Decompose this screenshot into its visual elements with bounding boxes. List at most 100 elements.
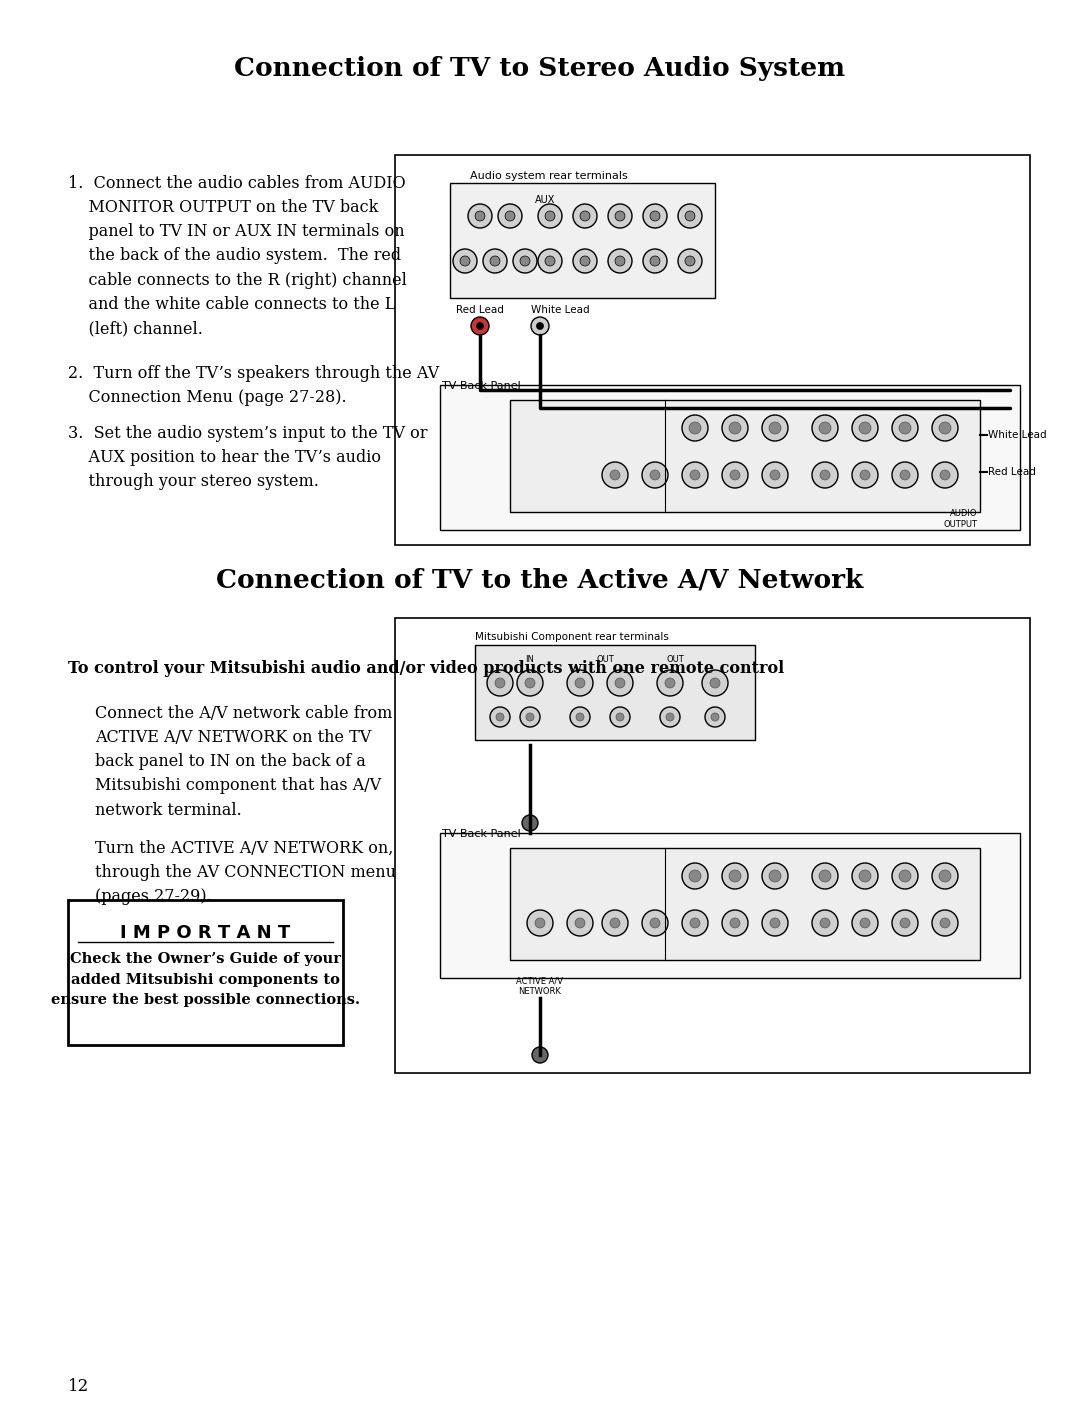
Circle shape (860, 470, 870, 480)
Bar (440, 833, 1020, 978)
Circle shape (453, 248, 477, 274)
Circle shape (730, 918, 740, 927)
Circle shape (490, 255, 500, 267)
Circle shape (711, 713, 719, 721)
Circle shape (900, 470, 910, 480)
Circle shape (852, 462, 878, 488)
Circle shape (689, 422, 701, 434)
Circle shape (608, 203, 632, 229)
Text: 2.  Turn off the TV’s speakers through the AV
    Connection Menu (page 27-28).: 2. Turn off the TV’s speakers through th… (68, 365, 440, 405)
Circle shape (570, 707, 590, 727)
Circle shape (575, 678, 585, 687)
Circle shape (940, 470, 950, 480)
Circle shape (475, 210, 485, 222)
Circle shape (602, 911, 627, 936)
Circle shape (685, 210, 696, 222)
Circle shape (860, 918, 870, 927)
Circle shape (770, 918, 780, 927)
Circle shape (567, 911, 593, 936)
Circle shape (615, 678, 625, 687)
Circle shape (490, 707, 510, 727)
Circle shape (678, 248, 702, 274)
Text: OUT: OUT (666, 655, 684, 664)
Text: ACTIVE A/V
NETWORK: ACTIVE A/V NETWORK (516, 976, 564, 996)
Circle shape (468, 203, 492, 229)
Circle shape (932, 462, 958, 488)
Circle shape (496, 713, 504, 721)
Circle shape (689, 870, 701, 882)
Circle shape (487, 671, 513, 696)
Circle shape (852, 863, 878, 890)
Circle shape (852, 911, 878, 936)
Circle shape (702, 671, 728, 696)
Circle shape (770, 470, 780, 480)
Text: TV Back Panel: TV Back Panel (442, 829, 521, 839)
Bar (68, 899, 343, 1045)
Circle shape (681, 462, 708, 488)
Circle shape (616, 713, 624, 721)
Circle shape (505, 210, 515, 222)
Circle shape (535, 918, 545, 927)
Circle shape (932, 911, 958, 936)
Circle shape (723, 462, 748, 488)
Circle shape (932, 415, 958, 441)
Text: AUDIO
OUTPUT: AUDIO OUTPUT (943, 509, 977, 529)
Circle shape (495, 678, 505, 687)
Bar (475, 645, 755, 739)
Circle shape (608, 248, 632, 274)
Circle shape (580, 255, 590, 267)
Bar (450, 182, 715, 297)
Circle shape (642, 462, 669, 488)
Circle shape (820, 918, 831, 927)
Bar (440, 384, 1020, 530)
Circle shape (657, 671, 683, 696)
Circle shape (575, 918, 585, 927)
Circle shape (471, 317, 489, 335)
Circle shape (567, 671, 593, 696)
Text: Connection of TV to the Active A/V Network: Connection of TV to the Active A/V Netwo… (216, 567, 864, 592)
Circle shape (576, 713, 584, 721)
Circle shape (573, 203, 597, 229)
Circle shape (729, 870, 741, 882)
Text: 12: 12 (68, 1378, 90, 1395)
Circle shape (932, 863, 958, 890)
Bar (395, 617, 1030, 1073)
Text: White Lead: White Lead (988, 429, 1047, 441)
Circle shape (580, 210, 590, 222)
Circle shape (650, 210, 660, 222)
Circle shape (729, 422, 741, 434)
Circle shape (762, 415, 788, 441)
Circle shape (723, 863, 748, 890)
Text: Red Lead: Red Lead (988, 467, 1036, 477)
Circle shape (690, 918, 700, 927)
Circle shape (602, 462, 627, 488)
Circle shape (859, 870, 870, 882)
Bar (510, 400, 980, 512)
Circle shape (650, 918, 660, 927)
Circle shape (852, 415, 878, 441)
Circle shape (517, 671, 543, 696)
Circle shape (650, 470, 660, 480)
Bar (510, 847, 980, 960)
Circle shape (615, 210, 625, 222)
Text: Red Lead: Red Lead (456, 304, 504, 316)
Circle shape (762, 863, 788, 890)
Circle shape (681, 911, 708, 936)
Text: Audio system rear terminals: Audio system rear terminals (470, 171, 627, 181)
Text: OUT: OUT (596, 655, 613, 664)
Circle shape (532, 1047, 548, 1063)
Circle shape (476, 323, 484, 330)
Circle shape (812, 911, 838, 936)
Circle shape (642, 911, 669, 936)
Circle shape (820, 470, 831, 480)
Circle shape (519, 255, 530, 267)
Text: Connect the A/V network cable from
ACTIVE A/V NETWORK on the TV
back panel to IN: Connect the A/V network cable from ACTIV… (95, 704, 392, 818)
Circle shape (819, 870, 831, 882)
Circle shape (513, 248, 537, 274)
Text: Check the Owner’s Guide of your
added Mitsubishi components to
ensure the best p: Check the Owner’s Guide of your added Mi… (51, 953, 360, 1007)
Circle shape (892, 863, 918, 890)
Circle shape (899, 422, 912, 434)
Circle shape (531, 317, 549, 335)
Circle shape (610, 918, 620, 927)
Text: IN: IN (526, 655, 535, 664)
